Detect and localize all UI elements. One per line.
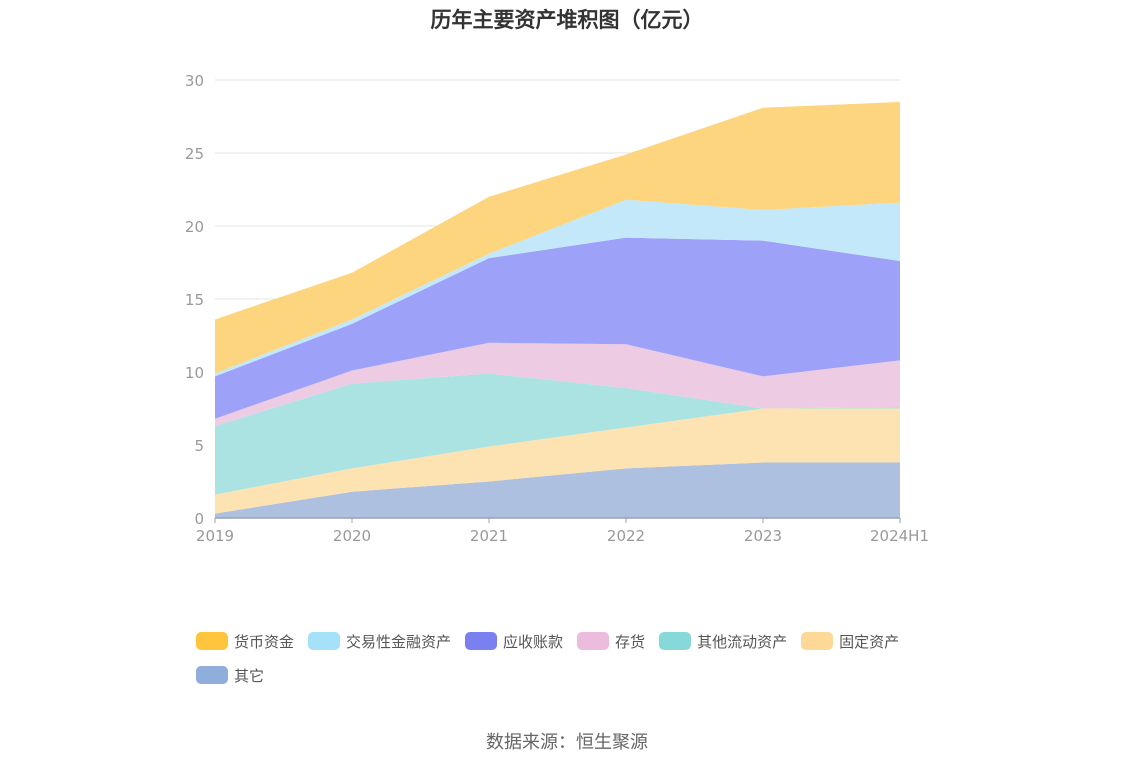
area-其它[interactable] — [215, 462, 900, 518]
legend-label: 存货 — [615, 632, 646, 651]
legend: 货币资金 交易性金融资产 应收账款 存货 其他流动资产 固定资产 其它 — [196, 630, 956, 686]
y-tick-label: 25 — [185, 145, 204, 163]
legend-swatch — [659, 632, 692, 650]
y-tick-label: 20 — [185, 218, 204, 236]
legend-swatch — [196, 632, 228, 650]
area-series — [215, 101, 900, 518]
legend-label: 固定资产 — [839, 632, 900, 651]
legend-label: 其他流动资产 — [697, 632, 788, 651]
y-tick-label: 30 — [185, 72, 204, 90]
data-source: 数据来源：恒生聚源 — [486, 732, 648, 753]
x-tick-label: 2022 — [607, 527, 645, 545]
x-tick-label: 2019 — [196, 527, 234, 545]
legend-item-交易性金融资产[interactable]: 交易性金融资产 — [308, 630, 451, 652]
area-交易性金融资产[interactable] — [215, 199, 900, 377]
legend-label: 交易性金融资产 — [346, 632, 452, 651]
legend-item-存货[interactable]: 存货 — [577, 630, 645, 652]
y-tick-label: 10 — [185, 364, 204, 382]
x-tick-label: 2023 — [744, 527, 782, 545]
legend-item-固定资产[interactable]: 固定资产 — [801, 630, 899, 652]
legend-label: 其它 — [234, 666, 265, 685]
legend-swatch — [801, 632, 834, 650]
legend-item-货币资金[interactable]: 货币资金 — [196, 630, 294, 652]
legend-swatch — [308, 632, 341, 650]
legend-item-其它[interactable]: 其它 — [196, 664, 264, 686]
axes: 0 5 10 15 20 25 30 2019 2020 2021 2022 2023 2024H1 — [185, 72, 929, 545]
area-存货[interactable] — [215, 342, 900, 427]
legend-item-其他流动资产[interactable]: 其他流动资产 — [659, 630, 787, 652]
area-其他流动资产[interactable] — [215, 373, 900, 495]
chart-title: 历年主要资产堆积图（亿元） — [430, 8, 704, 32]
legend-swatch — [465, 632, 498, 650]
legend-item-应收账款[interactable]: 应收账款 — [465, 630, 563, 652]
area-货币资金[interactable] — [215, 101, 900, 374]
x-tick-label: 2020 — [333, 527, 371, 545]
legend-swatch — [577, 632, 610, 650]
x-tick-label: 2021 — [470, 527, 508, 545]
legend-label: 应收账款 — [503, 632, 564, 651]
legend-swatch — [196, 666, 228, 684]
y-tick-label: 15 — [185, 291, 204, 309]
y-tick-label: 5 — [194, 437, 204, 455]
area-应收账款[interactable] — [215, 237, 900, 419]
stacked-area-chart: 0 5 10 15 20 25 30 2019 2020 2021 2022 2023 2024H1 — [185, 72, 929, 545]
y-tick-label: 0 — [194, 510, 204, 528]
x-tick-label: 2024H1 — [870, 527, 929, 545]
area-固定资产[interactable] — [215, 408, 900, 514]
legend-label: 货币资金 — [234, 632, 295, 651]
